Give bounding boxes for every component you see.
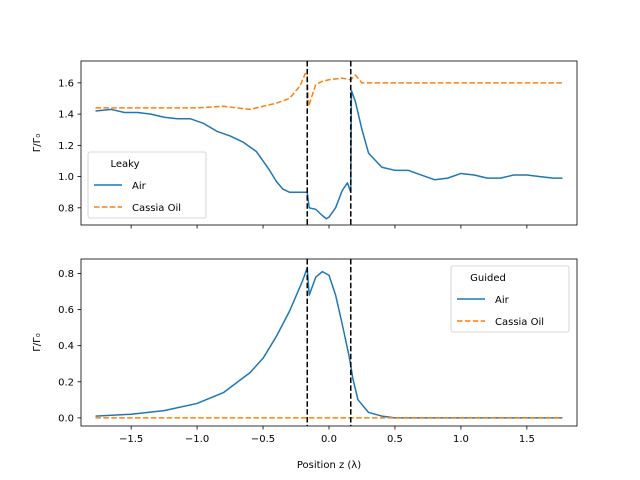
leaky-legend-oil-label: Cassia Oil	[132, 203, 181, 214]
guided-x-tick-label: −1.0	[185, 434, 209, 445]
guided-x-tick-label: 0.0	[321, 434, 337, 445]
leaky-y-tick-label: 0.8	[58, 203, 74, 214]
guided-legend: Guided Air Cassia Oil	[450, 265, 570, 333]
guided-y-axis-label: Γ/Γ₀	[32, 333, 43, 352]
leaky-legend-title: Leaky	[110, 159, 139, 170]
leaky-series-air-line	[95, 89, 563, 220]
guided-x-tick-label: 1.0	[453, 434, 469, 445]
guided-x-tick-label: 1.5	[519, 434, 535, 445]
guided-panel: Γ/Γ₀ Position z (λ) Guided Air Cassia Oi…	[32, 258, 578, 471]
guided-x-tick-label: −0.5	[251, 434, 275, 445]
leaky-y-axis-label: Γ/Γ₀	[32, 134, 43, 153]
guided-plot-area	[95, 259, 563, 426]
guided-y-tick-label: 0.6	[58, 305, 74, 316]
guided-legend-oil-label: Cassia Oil	[495, 317, 544, 328]
guided-y-tick-label: 0.0	[58, 413, 74, 424]
leaky-y-tick-label: 1.0	[58, 172, 74, 183]
leaky-legend-air-label: Air	[132, 181, 147, 192]
guided-x-tick-label: −1.5	[119, 434, 143, 445]
leaky-series-cassia-oil-line	[95, 72, 563, 111]
leaky-y-tick-label: 1.2	[58, 141, 74, 152]
guided-y-tick-label: 0.2	[58, 377, 74, 388]
guided-legend-title: Guided	[470, 273, 506, 284]
guided-y-tick-label: 0.8	[58, 269, 74, 280]
guided-x-tick-label: 0.5	[387, 434, 403, 445]
leaky-legend-box	[87, 151, 207, 219]
guided-series-air-line	[95, 267, 563, 419]
leaky-series-group	[95, 72, 563, 220]
guided-legend-box	[450, 265, 570, 333]
leaky-panel: Γ/Γ₀ Leaky Air Cassia Oil 0.8 1.0 1.2 1.4 1.…	[32, 60, 578, 229]
leaky-y-tick-label: 1.6	[58, 78, 74, 89]
leaky-y-tick-label: 1.4	[58, 110, 74, 121]
guided-series-group	[95, 267, 563, 419]
leaky-legend: Leaky Air Cassia Oil	[87, 151, 207, 219]
guided-legend-air-label: Air	[495, 295, 510, 306]
guided-y-tick-label: 0.4	[58, 341, 74, 352]
guided-x-axis-label: Position z (λ)	[297, 460, 361, 471]
leaky-plot-area	[95, 61, 563, 225]
